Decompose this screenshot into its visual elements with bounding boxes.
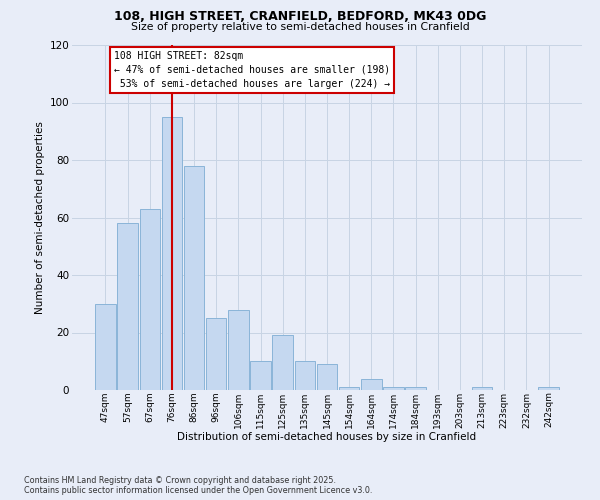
X-axis label: Distribution of semi-detached houses by size in Cranfield: Distribution of semi-detached houses by … <box>178 432 476 442</box>
Bar <box>95 304 116 390</box>
Bar <box>184 166 204 390</box>
Bar <box>406 387 426 390</box>
Bar <box>472 387 493 390</box>
Bar <box>538 387 559 390</box>
Bar <box>118 223 138 390</box>
Bar <box>361 378 382 390</box>
Bar <box>206 318 226 390</box>
Bar <box>250 361 271 390</box>
Bar <box>228 310 248 390</box>
Text: Contains HM Land Registry data © Crown copyright and database right 2025.: Contains HM Land Registry data © Crown c… <box>24 476 336 485</box>
Bar <box>317 364 337 390</box>
Bar <box>295 361 315 390</box>
Text: 108 HIGH STREET: 82sqm
← 47% of semi-detached houses are smaller (198)
 53% of s: 108 HIGH STREET: 82sqm ← 47% of semi-det… <box>114 51 391 89</box>
Text: Size of property relative to semi-detached houses in Cranfield: Size of property relative to semi-detach… <box>131 22 469 32</box>
Text: 108, HIGH STREET, CRANFIELD, BEDFORD, MK43 0DG: 108, HIGH STREET, CRANFIELD, BEDFORD, MK… <box>114 10 486 23</box>
Bar <box>161 117 182 390</box>
Bar <box>140 209 160 390</box>
Bar <box>272 336 293 390</box>
Bar <box>383 387 404 390</box>
Bar <box>339 387 359 390</box>
Y-axis label: Number of semi-detached properties: Number of semi-detached properties <box>35 121 46 314</box>
Text: Contains public sector information licensed under the Open Government Licence v3: Contains public sector information licen… <box>24 486 373 495</box>
